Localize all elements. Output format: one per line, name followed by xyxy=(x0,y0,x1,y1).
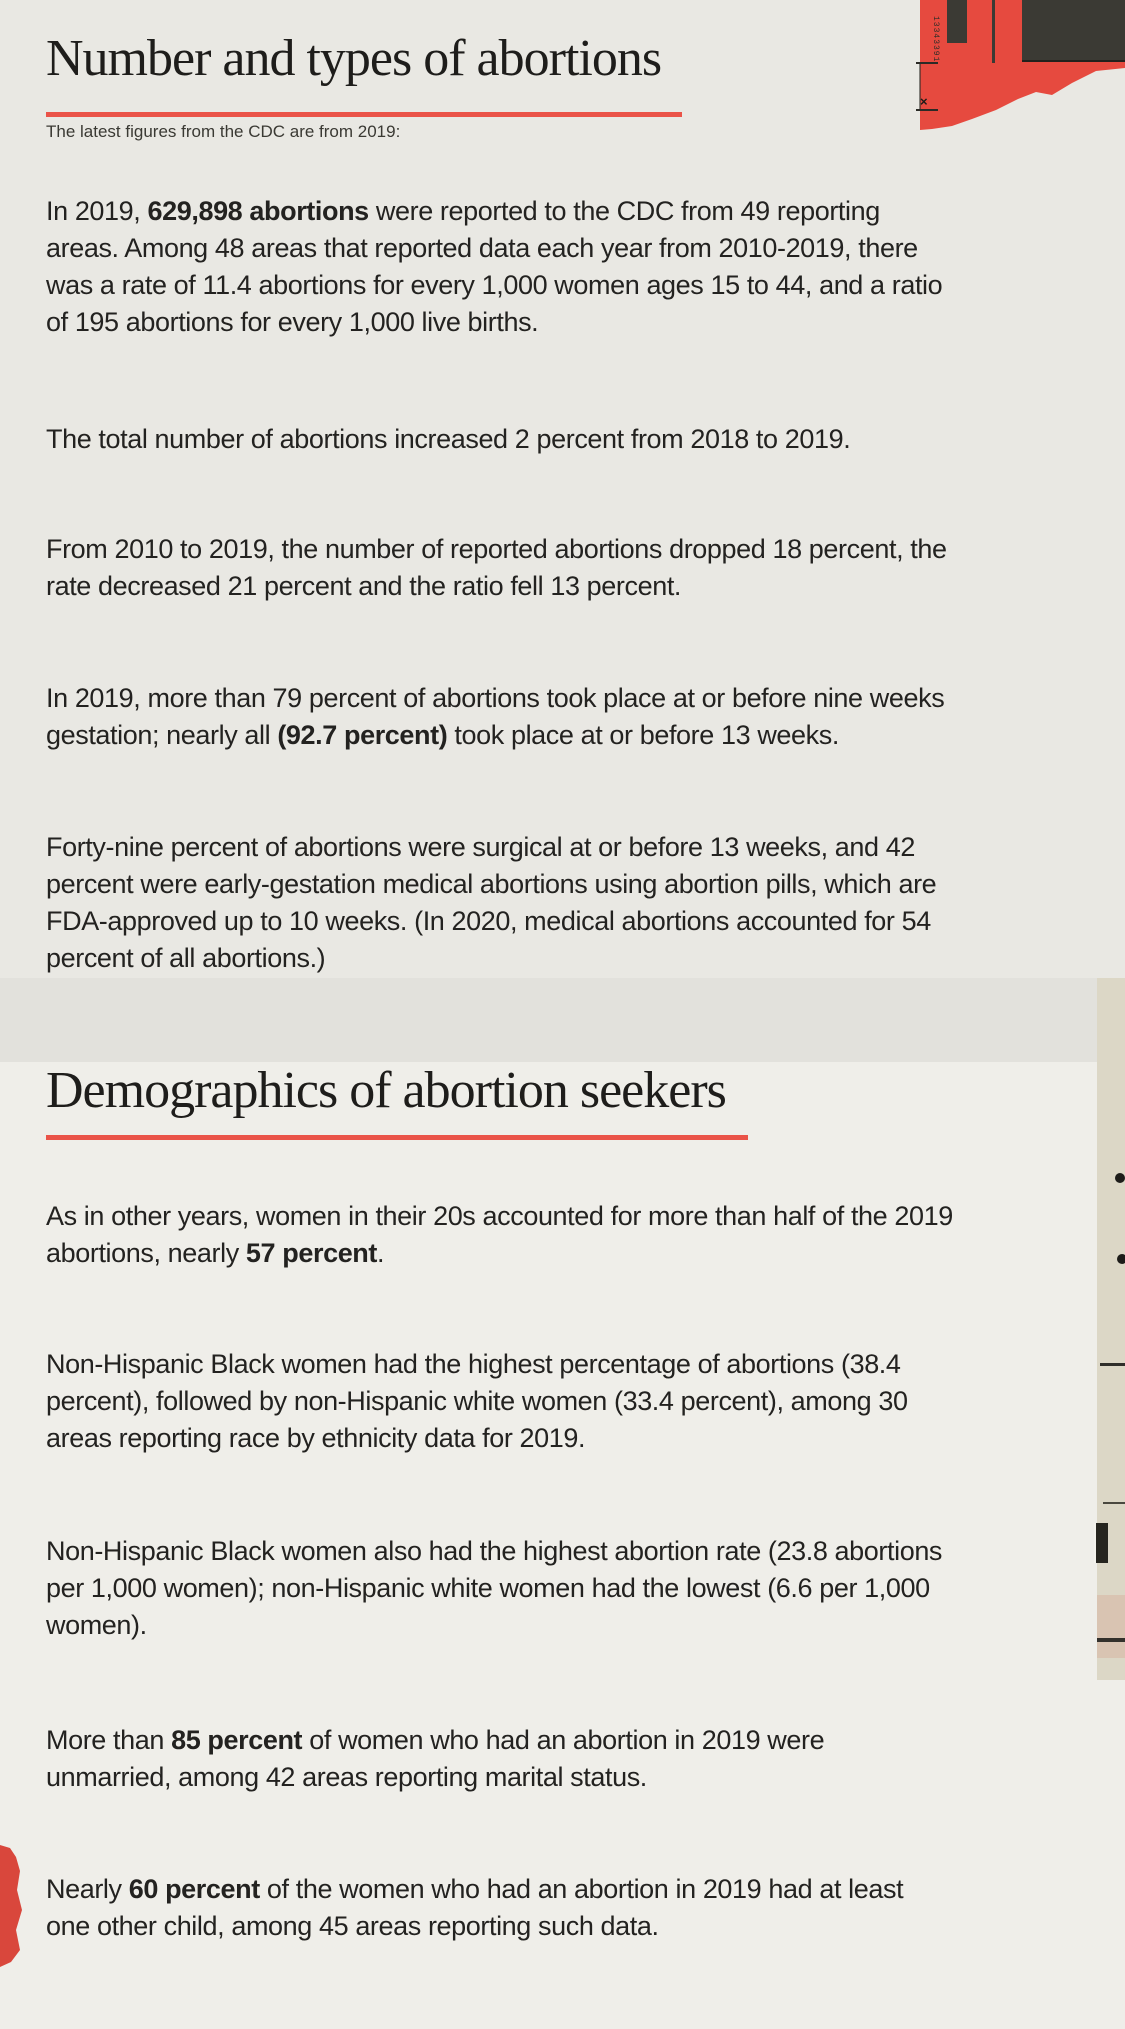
text-run: Non-Hispanic Black women also had the hi… xyxy=(46,1536,943,1640)
text-run: of women who had an abortion in 2019 wer… xyxy=(46,1725,825,1792)
paragraph: Nearly 60 percent of the women who had a… xyxy=(46,1871,1036,1945)
section-title-number-types: Number and types of abortions xyxy=(46,30,662,87)
text-run: Forty-nine percent of abortions were sur… xyxy=(46,832,937,973)
torn-paper-shape xyxy=(920,0,1125,130)
strip-divider xyxy=(1103,1502,1125,1504)
torn-paper-collage-icon xyxy=(900,0,1125,140)
section-title-demographics: Demographics of abortion seekers xyxy=(46,1062,727,1119)
title-underline xyxy=(46,112,682,117)
stat-bold: 85 percent xyxy=(171,1725,303,1755)
paragraph: From 2010 to 2019, the number of reporte… xyxy=(46,531,1036,605)
text-run: took place at or before 13 weeks. xyxy=(447,720,839,750)
title-underline xyxy=(46,1135,748,1140)
paragraph: Non-Hispanic Black women had the highest… xyxy=(46,1346,1036,1457)
text-run: More than xyxy=(46,1725,172,1755)
crop-mark-icon xyxy=(916,109,938,111)
background-bottom xyxy=(0,1062,1125,2029)
text-run: From 2010 to 2019, the number of reporte… xyxy=(46,534,947,601)
close-icon: × xyxy=(920,94,928,109)
text-run: were reported to the CDC from 49 reporti… xyxy=(46,196,943,337)
stat-bold: 629,898 abortions xyxy=(147,196,370,226)
text-run: Nearly xyxy=(46,1874,129,1904)
text-run: of the women who had an abortion in 2019… xyxy=(46,1874,904,1941)
paragraph: In 2019, 629,898 abortions were reported… xyxy=(46,193,1036,341)
torn-paper-left-icon xyxy=(0,1845,30,1967)
stat-bold: (92.7 percent) xyxy=(277,720,448,750)
text-run: The total number of abortions increased … xyxy=(46,424,851,454)
torn-paper-left-shape xyxy=(0,1845,22,1967)
strip-divider xyxy=(1100,1363,1125,1366)
stat-bold: 60 percent xyxy=(128,1874,260,1904)
background-band xyxy=(0,978,1097,1062)
paragraph: The total number of abortions increased … xyxy=(46,421,1036,458)
paragraph: As in other years, women in their 20s ac… xyxy=(46,1198,1036,1272)
background-top xyxy=(0,0,1125,978)
paragraph: In 2019, more than 79 percent of abortio… xyxy=(46,680,1036,754)
text-run: . xyxy=(377,1238,385,1268)
strip-pink-band xyxy=(1097,1595,1125,1658)
paragraph: Non-Hispanic Black women also had the hi… xyxy=(46,1533,1036,1644)
strip-black-block xyxy=(1094,1523,1108,1563)
newsprint-strip xyxy=(1094,978,1125,1680)
text-run: As in other years, women in their 20s ac… xyxy=(46,1201,953,1268)
text-run: Non-Hispanic Black women had the highest… xyxy=(46,1349,908,1453)
paragraph: Forty-nine percent of abortions were sur… xyxy=(46,829,1036,977)
section-subtitle: The latest figures from the CDC are from… xyxy=(46,122,401,141)
bullet-dot-icon xyxy=(1115,1173,1125,1183)
bullet-dot-icon xyxy=(1117,1254,1125,1264)
text-run: In 2019, xyxy=(46,196,148,226)
crop-mark-edge xyxy=(919,62,921,111)
text-run: In 2019, more than 79 percent of abortio… xyxy=(46,683,945,750)
paragraph: More than 85 percent of women who had an… xyxy=(46,1722,1036,1796)
collage-serial-number: 13343391 xyxy=(931,16,940,63)
crop-mark-icon xyxy=(916,62,938,64)
stat-bold: 57 percent xyxy=(245,1238,377,1268)
strip-divider xyxy=(1097,1638,1125,1642)
